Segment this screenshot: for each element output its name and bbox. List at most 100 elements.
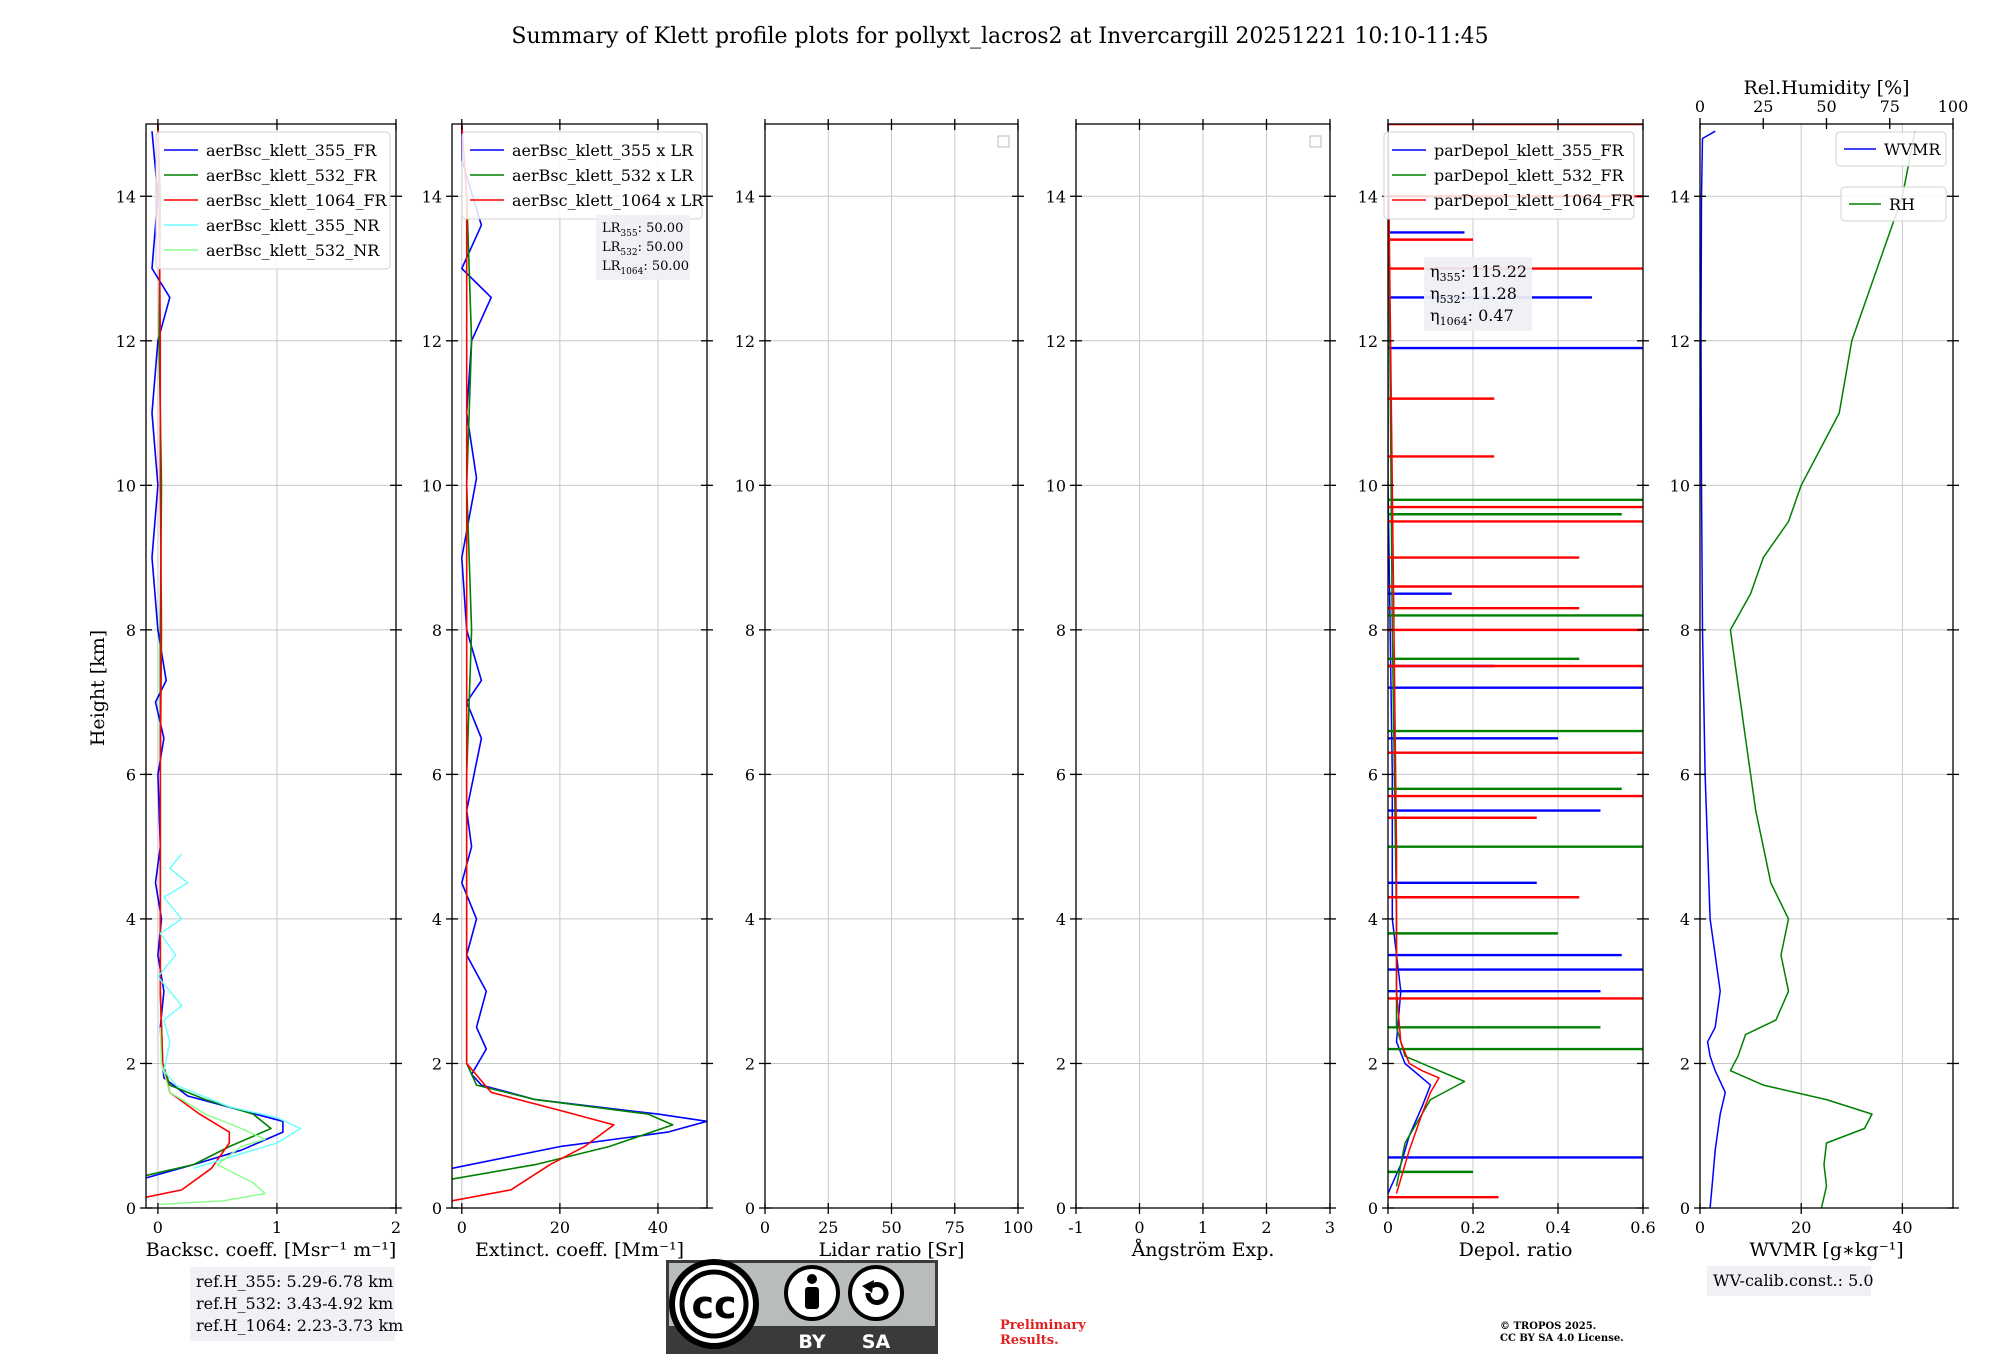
y-tick-label: 10: [422, 476, 442, 495]
y-axis-label: Height [km]: [87, 630, 109, 746]
x-tick-label: 25: [818, 1218, 838, 1237]
y-tick-label: 2: [1680, 1054, 1690, 1073]
top-x-tick-label: 25: [1753, 97, 1773, 116]
x-tick-label: 3: [1325, 1218, 1335, 1237]
x-tick-label: 2: [391, 1218, 401, 1237]
copyright-line-2: CC BY SA 4.0 License.: [1500, 1333, 1624, 1344]
cc-label: cc: [691, 1283, 736, 1327]
y-tick-label: 10: [1670, 476, 1690, 495]
x-tick-label: 40: [1892, 1218, 1912, 1237]
copyright-line-1: © TROPOS 2025.: [1500, 1321, 1597, 1332]
axes-frame: [145, 123, 397, 1209]
y-tick-label: 12: [735, 332, 755, 351]
series-line-aerBsc_klett_532_NR: [157, 1027, 266, 1206]
x-tick-label: -1: [1068, 1218, 1084, 1237]
y-tick-label: 2: [1056, 1054, 1066, 1073]
legend-entry: RH: [1889, 195, 1915, 214]
x-tick-label: 0: [1383, 1218, 1393, 1237]
annotation-line: ref.H_1064: 2.23-3.73 km: [196, 1316, 403, 1335]
x-tick-label: 1: [272, 1218, 282, 1237]
legend: parDepol_klett_355_FR parDepol_klett_532_…: [1383, 131, 1635, 220]
y-tick-label: 12: [1046, 332, 1066, 351]
y-tick-label: 4: [1680, 910, 1690, 929]
x-tick-label: 2: [1261, 1218, 1271, 1237]
x-tick-label: 20: [550, 1218, 570, 1237]
x-tick-label: 0: [457, 1218, 467, 1237]
y-tick-label: 8: [745, 621, 755, 640]
series-group: [452, 124, 707, 1202]
legend-box: [461, 131, 703, 220]
legend-entry: parDepol_klett_1064_FR: [1434, 191, 1635, 210]
series-line-RH: [1729, 131, 1916, 1208]
axes-frame: [451, 123, 708, 1209]
legend-box: [1840, 186, 1947, 222]
y-tick-label: 6: [1368, 765, 1378, 784]
series-line-aerBsc_klett_355 x LR: [452, 124, 707, 1170]
top-x-tick-label: 75: [1880, 97, 1900, 116]
annotation-line: WV-calib.const.: 5.0: [1713, 1271, 1874, 1290]
y-tick-label: 6: [126, 765, 136, 784]
cc-by-sa-badge: cc BY SA: [666, 1259, 938, 1354]
y-tick-label: 4: [432, 910, 442, 929]
y-tick-label: 2: [432, 1054, 442, 1073]
legend-entry: WVMR: [1884, 140, 1941, 159]
legend: WVMR RH: [1835, 131, 1947, 222]
x-axis-label: Ångström Exp.: [1131, 1239, 1275, 1261]
y-tick-label: 14: [116, 187, 136, 206]
chart-title: Summary of Klett profile plots for polly…: [511, 24, 1488, 49]
empty-legend-marker: [1309, 135, 1322, 148]
annotation-line: η355: 115.22: [1430, 262, 1527, 284]
x-axis-label: Backsc. coeff. [Msr⁻¹ m⁻¹]: [146, 1239, 397, 1261]
y-tick-label: 0: [1680, 1199, 1690, 1218]
x-axis-label: Extinct. coeff. [Mm⁻¹]: [475, 1239, 684, 1261]
panel-dep: 0 2 4 6 8 10 12 14 0 0.2 0.4 0.6 Depol. ratio parDepo…: [1358, 119, 1656, 1261]
annotation-line: η532: 11.28: [1430, 284, 1517, 306]
annotation-box: WV-calib.const.: 5.0: [1707, 1266, 1874, 1296]
series-line-parDepol_klett_1064_FR: [1388, 124, 1440, 1194]
legend-entry: aerBsc_klett_1064 x LR: [512, 191, 704, 210]
legend-box: [155, 131, 391, 270]
annotation-line: η1064: 0.47: [1430, 306, 1514, 328]
y-tick-label: 6: [1680, 765, 1690, 784]
x-axis-label: WVMR [g∗kg⁻¹]: [1749, 1239, 1903, 1261]
y-tick-label: 14: [1046, 187, 1066, 206]
series-line-WVMR: [1700, 130, 1727, 1208]
y-tick-label: 4: [745, 910, 755, 929]
y-tick-label: 14: [1358, 187, 1378, 206]
y-tick-label: 12: [116, 332, 136, 351]
y-tick-label: 8: [1056, 621, 1066, 640]
legend-entry: aerBsc_klett_532_FR: [206, 166, 377, 185]
y-tick-label: 4: [1368, 910, 1378, 929]
x-axis-label: Depol. ratio: [1459, 1239, 1573, 1261]
empty-legend-marker: [997, 135, 1010, 148]
annotation-bg: [190, 1267, 395, 1341]
y-tick-label: 2: [1368, 1054, 1378, 1073]
x-tick-label: 100: [1003, 1218, 1034, 1237]
x-axis-label: Lidar ratio [Sr]: [819, 1239, 965, 1261]
y-tick-label: 4: [126, 910, 136, 929]
series-line-aerBsc_klett_355_FR: [146, 131, 284, 1179]
y-tick-label: 0: [745, 1199, 755, 1218]
axes-frame: [1387, 123, 1644, 1209]
series-line-aerBsc_klett_532_FR: [146, 124, 272, 1177]
annotation-bg: [1424, 257, 1532, 331]
annotation-line: ref.H_355: 5.29-6.78 km: [196, 1272, 393, 1291]
preliminary-line-1: Preliminary: [1000, 1318, 1086, 1333]
x-tick-label: 1: [1198, 1218, 1208, 1237]
series-group: [1700, 130, 1916, 1208]
panel-lr: 0 2 4 6 8 10 12 14 0 25 50 75 100 Lidar ratio [Sr]: [735, 119, 1034, 1261]
y-tick-label: 6: [1056, 765, 1066, 784]
series-line-aerBsc_klett_532 x LR: [452, 124, 674, 1180]
legend: aerBsc_klett_355_FR aerBsc_klett_532_FRae…: [155, 131, 391, 270]
series-group: [146, 124, 302, 1206]
annotation-bg: [1707, 1266, 1871, 1296]
y-tick-label: 12: [1670, 332, 1690, 351]
by-label: BY: [798, 1331, 825, 1353]
y-tick-label: 12: [422, 332, 442, 351]
x-tick-label: 75: [945, 1218, 965, 1237]
